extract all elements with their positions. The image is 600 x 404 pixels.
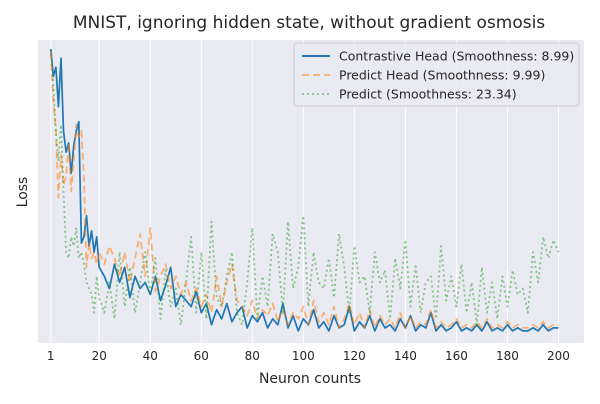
- x-tick-label: 1: [47, 349, 55, 363]
- x-tick-label: 100: [292, 349, 315, 363]
- series-line-predict: [49, 49, 560, 326]
- x-tick-label: 180: [496, 349, 519, 363]
- x-tick-label: 40: [143, 349, 158, 363]
- legend-label: Predict (Smoothness: 23.34): [339, 87, 517, 102]
- x-tick-label: 160: [445, 349, 468, 363]
- y-axis-label: Loss: [15, 177, 31, 208]
- series-line-predict-head: [49, 52, 559, 329]
- legend-label: Predict Head (Smoothness: 9.99): [339, 68, 545, 83]
- x-tick-label: 120: [343, 349, 366, 363]
- x-tick-label: 140: [394, 349, 417, 363]
- legend-label: Contrastive Head (Smoothness: 8.99): [339, 49, 574, 64]
- chart-title: MNIST, ignoring hidden state, without gr…: [73, 13, 545, 33]
- legend-box: [293, 42, 580, 107]
- series-layer: [49, 49, 560, 332]
- x-tick-label: 60: [194, 349, 209, 363]
- x-axis-label: Neuron counts: [259, 371, 361, 387]
- legend: Contrastive Head (Smoothness: 8.99) Predi…: [293, 42, 580, 107]
- x-axis-ticks: 1 20 40 60 80 100 120 140 160 180 200: [47, 349, 570, 363]
- x-tick-label: 20: [92, 349, 107, 363]
- x-tick-label: 200: [547, 349, 570, 363]
- x-tick-label: 80: [245, 349, 260, 363]
